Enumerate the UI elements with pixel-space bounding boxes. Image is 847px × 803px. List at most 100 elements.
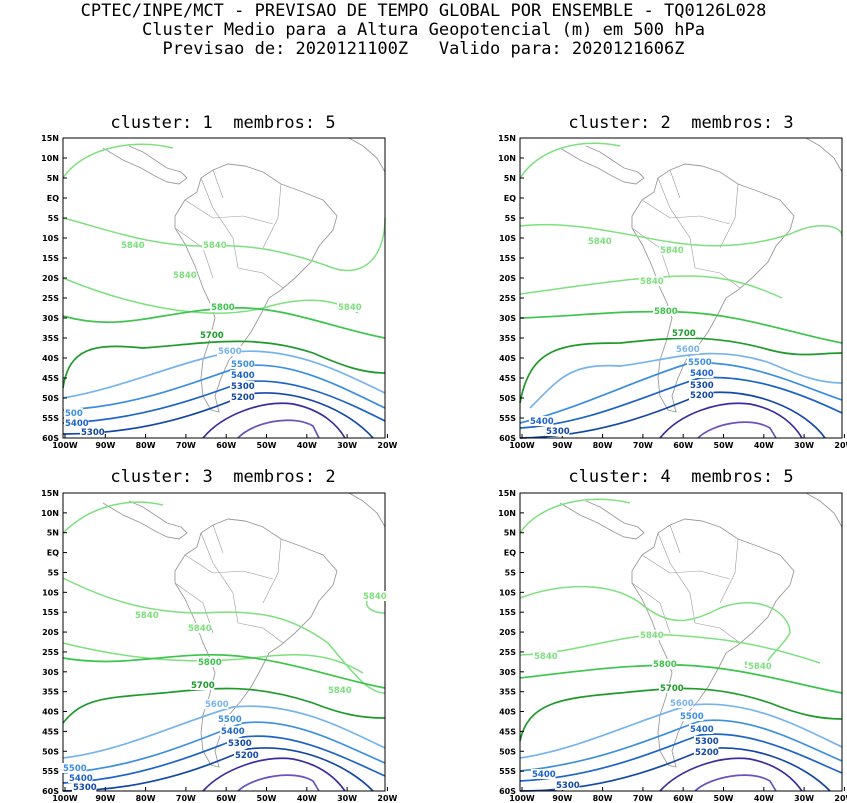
- contour-line: [519, 634, 821, 664]
- contour-line: [694, 774, 777, 792]
- lat-tick-label: 25S: [499, 648, 516, 657]
- lat-tick-label: 35S: [42, 688, 59, 697]
- contour-label-bg: [230, 392, 255, 402]
- contour-label-bg: [220, 726, 245, 736]
- lat-tick-label: 5N: [47, 529, 59, 538]
- contour-label-bg: [217, 346, 242, 356]
- lat-tick-label: 5S: [48, 568, 60, 577]
- contour-label-bg: [531, 769, 556, 779]
- contour-label-bg: [327, 685, 352, 695]
- figure-title: CPTEC/INPE/MCT - PREVISAO DE TEMPO GLOBA…: [80, 1, 767, 21]
- contour-line: [529, 352, 843, 409]
- contour-line: [519, 337, 843, 404]
- contour-label-bg: [187, 623, 212, 633]
- contour-label: 5700: [660, 684, 684, 694]
- lat-tick-label: 10N: [498, 509, 516, 518]
- contour-label-bg: [675, 344, 700, 354]
- panel-title-cluster-1: cluster: 1 membros: 5: [110, 113, 336, 133]
- contour-label-bg: [587, 236, 612, 246]
- contour-line: [659, 402, 803, 439]
- lat-tick-label: 15S: [499, 254, 516, 263]
- coastline-africa: [804, 137, 843, 174]
- contour-label: 5300: [556, 781, 580, 791]
- lon-tick-label: 90W: [95, 794, 115, 803]
- contour-label-bg: [230, 370, 255, 380]
- coastline-south-america: [631, 163, 795, 413]
- coastline-south-america: [174, 518, 338, 768]
- contour-label-bg: [230, 381, 255, 391]
- lat-tick-label: 5N: [504, 174, 516, 183]
- lat-tick-label: 15N: [498, 489, 516, 498]
- contour-line: [519, 733, 843, 782]
- lat-tick-label: 15S: [42, 254, 59, 263]
- lat-tick-label: 10S: [499, 588, 516, 597]
- coastline-central-america: [559, 500, 645, 540]
- contour-label-bg: [204, 699, 229, 709]
- contour-line: [519, 310, 843, 344]
- lat-tick-label: 25S: [42, 294, 59, 303]
- coastline-africa: [804, 492, 843, 529]
- contour-label: 5400: [532, 770, 556, 780]
- country-borders: [631, 524, 741, 644]
- contour-label-bg: [529, 416, 554, 426]
- lon-tick-label: 50W: [257, 794, 277, 803]
- contour-label: 5840: [640, 277, 664, 287]
- contour-label-bg: [80, 427, 105, 437]
- lat-tick-label: 20S: [42, 628, 59, 637]
- map-panel-cluster-2: 15N 10N 5N EQ 5S 10S 15S 20S 25S 30S 35S 40S 45S 50S 5…: [498, 134, 847, 450]
- lon-tick-label: 40W: [297, 441, 317, 450]
- lon-tick-label: 20W: [377, 794, 397, 803]
- lon-tick-label: 50W: [257, 441, 277, 450]
- contour-label: 5300: [231, 382, 255, 392]
- contour-line: [62, 687, 386, 724]
- lat-tick-label: 50S: [499, 394, 516, 403]
- lat-tick-label: 15S: [499, 608, 516, 617]
- lon-tick-label: 40W: [297, 794, 317, 803]
- contour-line: [62, 721, 386, 774]
- lat-tick-label: 55S: [42, 767, 59, 776]
- lon-tick-label: 40W: [754, 441, 774, 450]
- contour-line: [62, 143, 174, 179]
- lat-tick-label: 30S: [42, 314, 59, 323]
- contour-label: 5840: [328, 686, 352, 696]
- panel-title-cluster-2: cluster: 2 membros: 3: [568, 113, 794, 133]
- lat-tick-label: 30S: [42, 668, 59, 677]
- lon-tick-label: 30W: [794, 794, 814, 803]
- contour-line: [62, 735, 386, 784]
- contour-label: 5500: [231, 360, 255, 370]
- contour-label: 5840: [121, 241, 145, 251]
- lat-tick-label: 45S: [499, 727, 516, 736]
- contour-line: [519, 142, 621, 179]
- lon-tick-label: 20W: [834, 441, 847, 450]
- contour-label-bg: [120, 240, 145, 250]
- contour-label-bg: [639, 276, 664, 286]
- lon-tick-label: 30W: [337, 794, 357, 803]
- contour-line: [62, 501, 164, 534]
- lat-tick-label: 60S: [42, 787, 59, 796]
- lat-tick-label: 50S: [42, 747, 59, 756]
- contour-label-bg: [234, 750, 259, 760]
- contour-line: [62, 340, 386, 389]
- contour-label-bg: [210, 302, 235, 312]
- contour-line: [519, 498, 631, 534]
- contour-line: [519, 376, 843, 429]
- contour-label-bg: [659, 245, 684, 255]
- contour-label: 5840: [660, 246, 684, 256]
- contour-label: 5400: [221, 727, 245, 737]
- contour-label: 5300: [690, 381, 714, 391]
- lon-tick-label: 100W: [509, 441, 535, 450]
- lat-tick-label: EQ: [504, 194, 516, 203]
- lat-tick-label: 5N: [504, 529, 516, 538]
- lon-tick-label: 50W: [714, 794, 734, 803]
- contour-label: 5500: [63, 764, 87, 774]
- contour-label: 5300: [81, 428, 105, 438]
- contour-label: 5700: [200, 331, 224, 341]
- contour-label-bg: [199, 330, 224, 340]
- lon-tick-label: 40W: [754, 794, 774, 803]
- coastline-central-america: [102, 145, 188, 185]
- country-borders: [174, 524, 284, 644]
- contour-label-bg: [694, 736, 719, 746]
- lon-tick-label: 60W: [673, 794, 693, 803]
- lon-tick-label: 90W: [95, 441, 115, 450]
- coastline-africa: [347, 492, 386, 529]
